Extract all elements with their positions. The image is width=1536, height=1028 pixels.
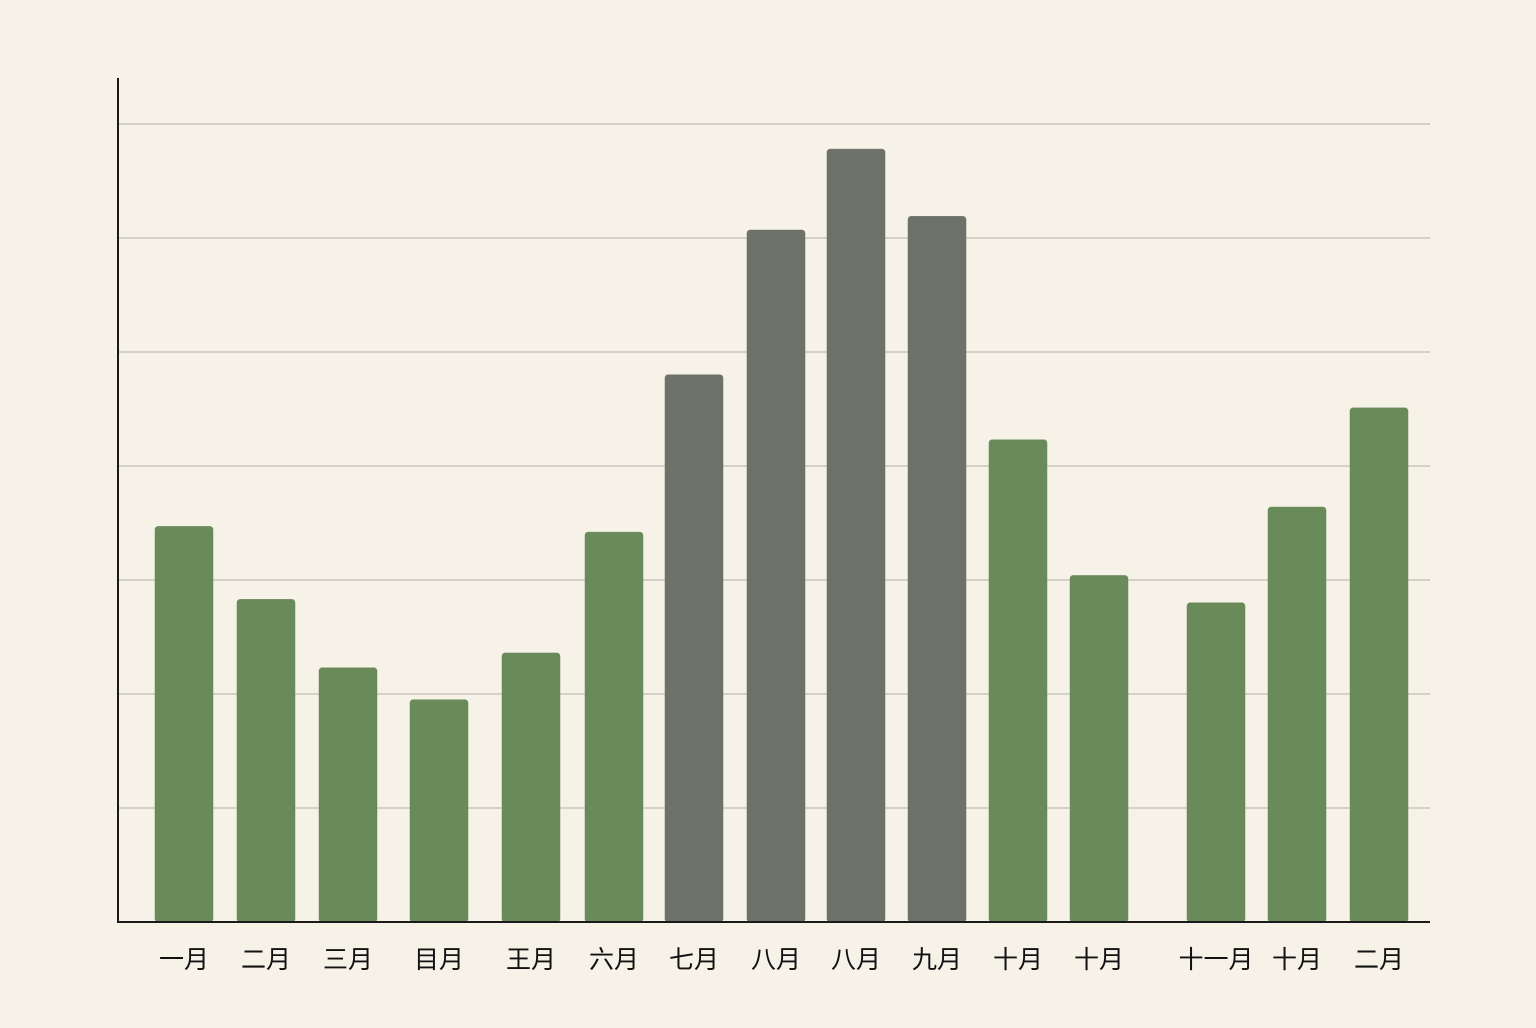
x-tick-label: 十月 bbox=[1272, 945, 1322, 974]
x-tick-label: 六月 bbox=[589, 945, 639, 974]
x-tick-label: 八月 bbox=[831, 945, 881, 974]
bar bbox=[318, 667, 378, 923]
bar bbox=[584, 531, 644, 923]
x-tick-label: 八月 bbox=[751, 945, 801, 974]
x-tick-label: 王月 bbox=[506, 945, 556, 974]
bar bbox=[1186, 602, 1246, 923]
bar bbox=[907, 216, 967, 923]
bar bbox=[501, 652, 561, 923]
bar bbox=[746, 229, 806, 923]
x-tick-label: 七月 bbox=[669, 945, 719, 974]
x-tick-label: 二月 bbox=[241, 945, 291, 974]
bar bbox=[154, 526, 214, 923]
bar bbox=[409, 699, 469, 923]
x-tick-label: 一月 bbox=[159, 945, 209, 974]
x-tick-label: 十一月 bbox=[1178, 945, 1253, 974]
x-tick-label: 二月 bbox=[1354, 945, 1404, 974]
x-tick-label: 十月 bbox=[993, 945, 1043, 974]
bar bbox=[1267, 506, 1327, 923]
x-tick-label: 目月 bbox=[414, 945, 464, 974]
bar bbox=[1349, 407, 1409, 923]
bar bbox=[236, 599, 296, 923]
x-tick-label: 九月 bbox=[912, 945, 962, 974]
bar bbox=[826, 148, 886, 923]
x-tick-label: 十月 bbox=[1074, 945, 1124, 974]
axes bbox=[117, 78, 1430, 923]
bars bbox=[154, 148, 1409, 923]
bar bbox=[988, 439, 1048, 923]
bar bbox=[1069, 575, 1129, 923]
x-tick-label: 三月 bbox=[323, 945, 373, 974]
x-tick-labels: 一月 二月 三月 目月 王月 六月 七月 八月 八月 九月 十月 十月 十一月 十月 二月 bbox=[159, 945, 1404, 974]
bar bbox=[664, 374, 724, 923]
